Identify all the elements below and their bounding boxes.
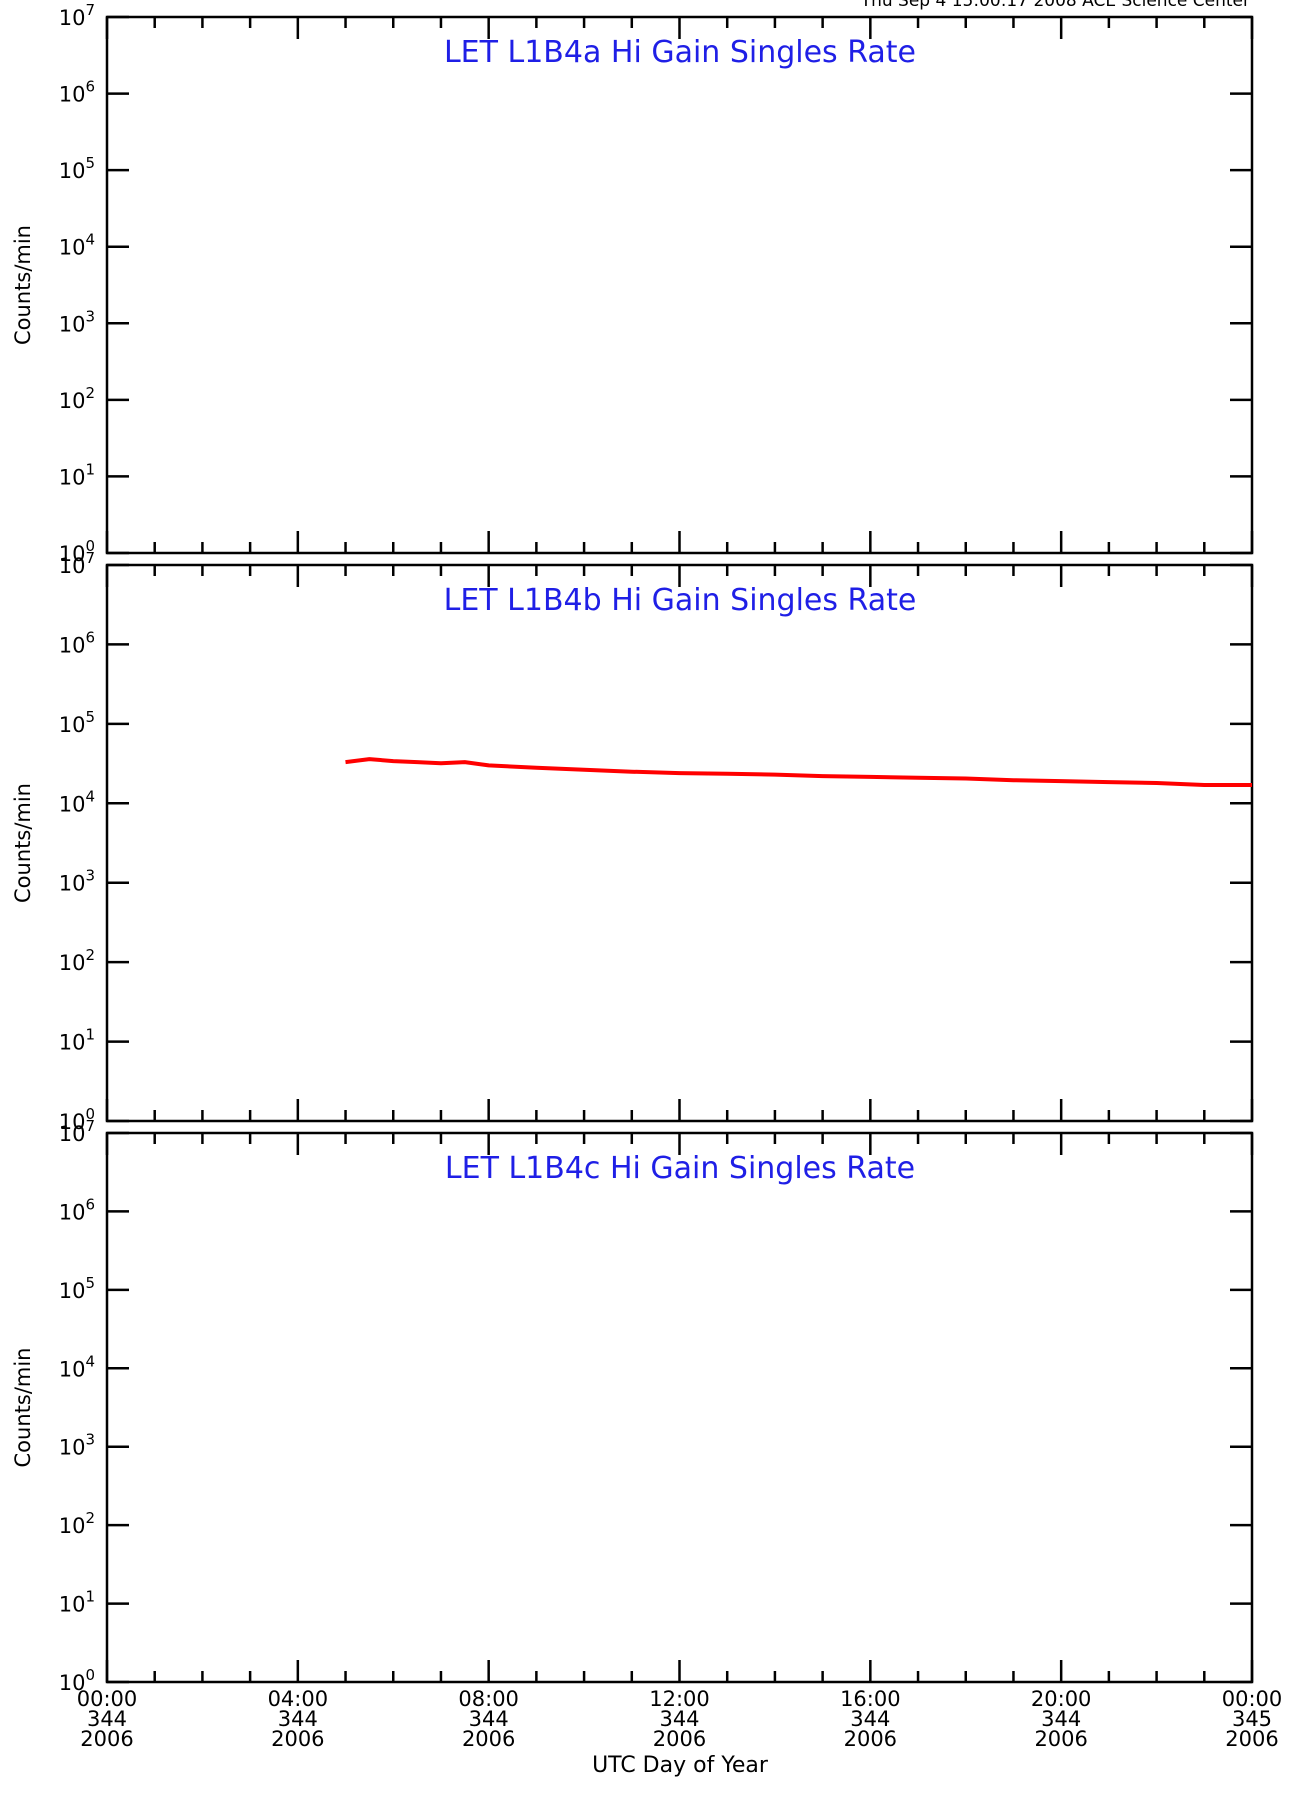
x-tick-label: 2006 <box>80 1727 133 1751</box>
x-tick-label: 2006 <box>462 1727 515 1751</box>
x-tick-label: 2006 <box>1034 1727 1087 1751</box>
y-tick-label: 104 <box>59 1352 95 1381</box>
y-axis-label: Counts/min <box>11 783 35 903</box>
plot-frame <box>105 1131 1254 1684</box>
y-tick-label: 107 <box>59 549 95 578</box>
x-tick-label: 2006 <box>844 1727 897 1751</box>
panel-3: 100 101 102 103 104 105 106 107 LET L1B4c Hi Gai… <box>11 1117 1254 1695</box>
plot-frame <box>105 15 1254 555</box>
y-tick-label: 105 <box>59 1274 95 1303</box>
panel-title: LET L1B4c Hi Gain Singles Rate <box>445 1151 915 1186</box>
plot-frame <box>105 563 1254 1123</box>
y-tick-label: 107 <box>59 1 95 30</box>
y-tick-label: 100 <box>59 1666 95 1695</box>
y-tick-label: 104 <box>59 231 95 260</box>
y-tick-label: 103 <box>59 867 95 896</box>
y-tick-label: 101 <box>59 1026 95 1055</box>
x-tick-label: 16:00 <box>840 1687 901 1711</box>
x-tick-label: 344 <box>1041 1707 1081 1731</box>
y-tick-label: 107 <box>59 1117 95 1146</box>
x-tick-label: 344 <box>278 1707 318 1731</box>
x-tick-label: 00:00 <box>1222 1687 1283 1711</box>
x-tick-label: 344 <box>469 1707 509 1731</box>
x-tick-label: 04:00 <box>268 1687 329 1711</box>
y-tick-label: 105 <box>59 154 95 183</box>
y-tick-label: 105 <box>59 708 95 737</box>
x-tick-label: 2006 <box>1225 1727 1278 1751</box>
x-tick-label: 2006 <box>653 1727 706 1751</box>
y-tick-label: 102 <box>59 1509 95 1538</box>
y-tick-label: 106 <box>59 628 95 657</box>
panel-title: LET L1B4b Hi Gain Singles Rate <box>444 583 917 618</box>
x-axis-label: UTC Day of Year <box>592 1753 769 1778</box>
panel-2: 100 101 102 103 104 105 106 107 LET L1B4b Hi Gai… <box>11 549 1254 1134</box>
y-tick-label: 101 <box>59 460 95 489</box>
x-tick-label: 12:00 <box>649 1687 710 1711</box>
y-tick-label: 102 <box>59 384 95 413</box>
series-line <box>345 757 1252 787</box>
y-axis-label: Counts/min <box>11 225 35 345</box>
y-tick-label: 103 <box>59 1431 95 1460</box>
x-tick-label: 08:00 <box>458 1687 519 1711</box>
x-tick-label: 344 <box>87 1707 127 1731</box>
y-tick-label: 103 <box>59 307 95 336</box>
y-tick-label: 106 <box>59 78 95 107</box>
x-tick-label: 344 <box>850 1707 890 1731</box>
y-tick-label: 100 <box>59 537 95 566</box>
x-tick-label: 20:00 <box>1031 1687 1092 1711</box>
y-axis-label: Counts/min <box>11 1348 35 1468</box>
y-tick-label: 101 <box>59 1588 95 1617</box>
y-tick-label: 106 <box>59 1195 95 1224</box>
y-tick-label: 102 <box>59 946 95 975</box>
panel-1: 100 101 102 103 104 105 106 107 LET L1B4a Hi Gai… <box>11 1 1254 566</box>
header-stamp: Thu Sep 4 15:00:17 2008 ACE Science Cent… <box>860 0 1250 11</box>
x-tick-label: 345 <box>1232 1707 1272 1731</box>
y-tick-label: 104 <box>59 787 95 816</box>
x-tick-label: 00:00 <box>77 1687 138 1711</box>
y-tick-label: 100 <box>59 1105 95 1134</box>
panel-title: LET L1B4a Hi Gain Singles Rate <box>444 35 916 70</box>
x-tick-label: 2006 <box>271 1727 324 1751</box>
x-tick-label: 344 <box>659 1707 699 1731</box>
